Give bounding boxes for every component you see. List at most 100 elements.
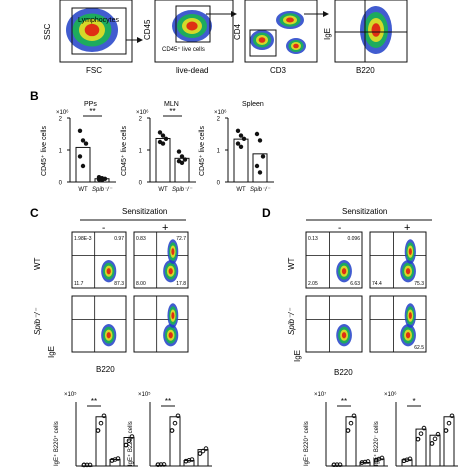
density-layer [405, 332, 411, 339]
panel-a-gating: Lymphocytes SSC FSC CD45⁺ live cells CD4… [43, 0, 408, 75]
quadrant-percent: 0.13 [308, 236, 318, 242]
axis-label-b220-c: B220 [96, 365, 115, 374]
density-cloud [101, 324, 117, 347]
multiplier-label: ×10⁶ [56, 109, 69, 116]
quadrant-percent: 0.83 [136, 236, 146, 242]
panel-c-facs-grid: 1.98E-3 0.97 11.7 87.3 0.83 72.7 8.00 17.8 [71, 231, 189, 353]
data-point [257, 170, 263, 175]
facs-frame [133, 231, 189, 289]
density-layer [84, 23, 100, 37]
y-tick-label: 0 [217, 181, 221, 187]
bar [95, 416, 107, 467]
data-point [362, 459, 368, 465]
quadrant-percent: 74.4 [372, 281, 382, 287]
facs-frame [305, 231, 363, 289]
data-point [155, 462, 161, 467]
axis-label-livedead: live-dead [176, 66, 208, 75]
quadrant-percent: 75.3 [414, 281, 424, 287]
y-tick-label: 1 [59, 149, 63, 155]
facs-frame [71, 231, 127, 289]
y-tick-label: 0 [59, 181, 63, 187]
data-point [435, 431, 441, 437]
data-point [80, 163, 86, 169]
plus-label-d: + [404, 222, 410, 234]
data-point [183, 458, 189, 464]
bar [155, 137, 171, 183]
data-point [421, 425, 427, 431]
density-layer [258, 37, 266, 43]
data-point [429, 441, 435, 446]
chart-title: Spleen [242, 101, 264, 108]
axis-label-b220-d: B220 [334, 368, 353, 377]
data-point [158, 462, 164, 467]
group-label: WT [236, 187, 246, 193]
data-point [331, 462, 337, 468]
facs-plot [71, 295, 127, 353]
data-point [446, 420, 452, 426]
bottom-bar-chart: ×10⁵ IgE⁺ B220⁻ cells ** [127, 391, 212, 467]
data-point [235, 141, 241, 146]
data-point [432, 436, 438, 442]
density-cloud [400, 239, 416, 283]
bar [415, 428, 427, 467]
data-point [449, 413, 455, 419]
y-axis-label: IgE⁺ B220⁻ cells [373, 421, 380, 466]
density-layer [293, 43, 299, 49]
data-point [359, 460, 365, 465]
data-point [101, 413, 107, 419]
group-label: Spib⁻/⁻ [172, 187, 193, 193]
y-tick-label: 1 [217, 149, 221, 155]
data-point [157, 130, 163, 135]
multiplier-label: ×10⁶ [384, 391, 397, 398]
bottom-bar-chart: ×10⁷ IgE⁺ B220⁺ cells ** [303, 391, 388, 468]
sig-marker: * [412, 397, 415, 406]
data-point [238, 144, 244, 149]
data-point [163, 136, 169, 141]
density-cloud [336, 324, 352, 347]
quadrant-percent: 6.63 [350, 281, 360, 287]
quadrant-percent: 72.7 [176, 236, 186, 242]
density-cloud-3a [250, 30, 274, 50]
data-point [87, 462, 93, 468]
plus-label-c: + [162, 222, 168, 234]
facs-plot [133, 295, 189, 353]
data-point [351, 413, 357, 419]
facs-plot: 1.98E-3 0.97 11.7 87.3 [71, 231, 127, 289]
facs-frame [133, 295, 189, 353]
quadrant-percent: 87.3 [114, 281, 124, 287]
facs-plot: 0.83 72.7 8.00 17.8 [133, 231, 189, 289]
panel-b-chart-spleen: Spleen ×10⁶ 0 1 2 CD45⁺ live cells WT Spib⁻/⁻ [199, 101, 274, 193]
bar [109, 459, 121, 467]
data-point [379, 455, 385, 461]
density-layer [106, 332, 111, 339]
axis-label-ige: IgE [323, 28, 332, 40]
bar [345, 416, 357, 467]
axis-label-ige-c: IgE [47, 346, 56, 358]
density-cloud [101, 260, 117, 283]
y-axis-label: CD45⁺ live cells [41, 126, 48, 176]
bottom-bar-chart: ×10⁵ IgE⁺ B220⁺ cells ** [53, 391, 138, 468]
panel-d: D Sensitization - + WT Spib⁻/⁻ IgE B220 … [262, 206, 458, 468]
row-label-wt-d: WT [287, 257, 296, 270]
sensitization-label-d: Sensitization [342, 207, 387, 216]
density-cloud-4 [360, 6, 392, 54]
data-point [80, 138, 86, 143]
axis-label-cd3: CD3 [270, 66, 287, 75]
data-point [189, 457, 195, 462]
row-label-ko-d: Spib⁻/⁻ [287, 308, 296, 335]
data-point [99, 177, 105, 183]
facs-plot-cd3-cd4 [244, 0, 318, 63]
panel-b-chart-pps: PPs ×10⁶ 0 1 2 CD45⁺ live cells WT Spib⁻/⁻ ** [41, 101, 116, 193]
density-layer [171, 312, 175, 320]
multiplier-label: ×10⁶ [214, 109, 227, 116]
data-point [129, 434, 135, 439]
chart-title: MLN [164, 101, 179, 108]
multiplier-label: ×10⁵ [138, 391, 151, 398]
gate-label-cd45: CD45⁺ live cells [162, 46, 205, 53]
facs-plot [305, 295, 363, 353]
sig-marker: ** [165, 397, 171, 406]
density-layer [171, 248, 175, 256]
density-layer [371, 23, 381, 37]
